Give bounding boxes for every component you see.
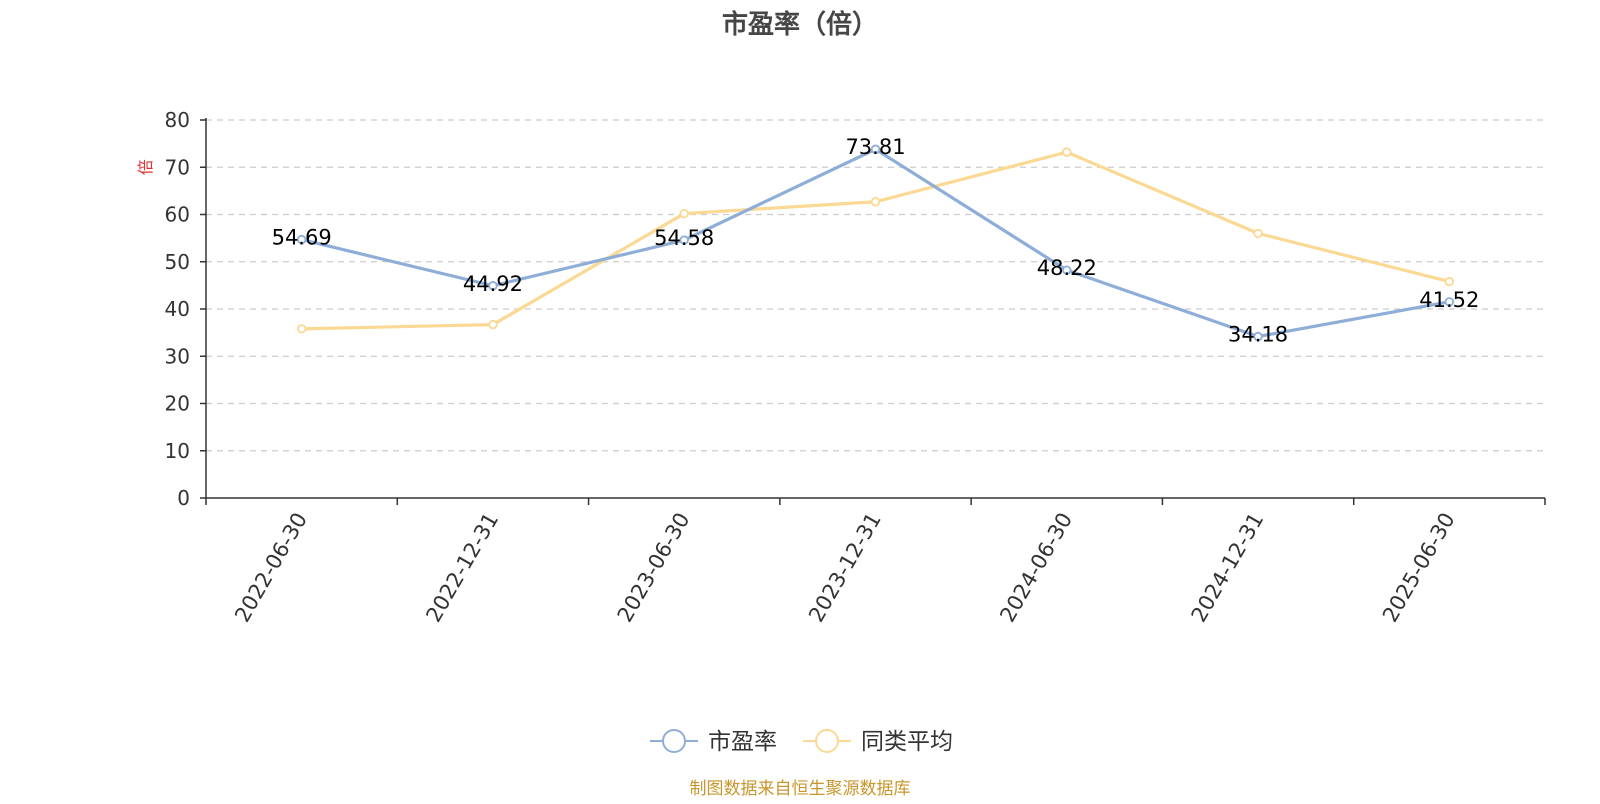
axes: 0 10 20 30 40 50 60 70 80 2022-06-30 2022-12-31 202… bbox=[165, 108, 1546, 627]
data-point bbox=[1253, 228, 1263, 239]
legend-item[interactable]: 同类平均 bbox=[803, 729, 953, 755]
legend-label: 市盈率 bbox=[708, 729, 777, 755]
x-tick-label: 2024-12-31 bbox=[1187, 509, 1269, 627]
y-tick-label: 10 bbox=[165, 439, 190, 463]
data-point bbox=[488, 281, 498, 291]
data-point bbox=[1253, 331, 1263, 342]
series-group bbox=[296, 144, 1455, 342]
data-point bbox=[679, 235, 689, 245]
y-tick-label: 50 bbox=[165, 250, 190, 274]
y-tick-label: 20 bbox=[165, 392, 190, 416]
data-label: 44.92 bbox=[463, 272, 523, 296]
data-point bbox=[1444, 297, 1455, 307]
data-labels: 54.69 44.92 54.58 73.81 48.22 34.18 41.52 bbox=[272, 135, 1480, 346]
data-label: 73.81 bbox=[845, 135, 905, 159]
x-tick-label: 2023-12-31 bbox=[804, 509, 886, 627]
source-note: 制图数据来自恒生聚源数据库 bbox=[690, 779, 911, 799]
y-tick-label: 80 bbox=[165, 108, 190, 132]
data-point bbox=[1062, 265, 1072, 275]
y-tick-label: 30 bbox=[165, 344, 190, 368]
data-label: 41.52 bbox=[1419, 288, 1479, 312]
x-tick-label: 2025-06-30 bbox=[1378, 509, 1460, 627]
data-point bbox=[870, 144, 881, 154]
y-tick-label: 0 bbox=[177, 486, 190, 510]
data-label: 54.69 bbox=[272, 226, 332, 250]
legend[interactable]: 市盈率 同类平均 bbox=[650, 729, 953, 755]
x-tick-label: 2022-12-31 bbox=[421, 509, 503, 627]
data-point bbox=[1062, 147, 1072, 157]
y-axis-label: 倍 bbox=[136, 159, 155, 175]
data-point bbox=[870, 197, 881, 207]
data-label: 54.58 bbox=[654, 226, 714, 250]
data-point bbox=[296, 234, 307, 245]
data-label: 34.18 bbox=[1228, 322, 1288, 346]
chart-title: 市盈率（倍） bbox=[722, 9, 878, 40]
legend-marker-icon bbox=[662, 729, 686, 753]
data-point bbox=[679, 208, 689, 219]
legend-marker-icon bbox=[815, 729, 839, 753]
y-tick-label: 40 bbox=[165, 297, 190, 321]
legend-label: 同类平均 bbox=[861, 729, 953, 755]
y-tick-label: 60 bbox=[165, 203, 190, 227]
legend-item[interactable]: 市盈率 bbox=[650, 729, 777, 755]
grid-lines bbox=[206, 119, 1545, 452]
x-tick-label: 2024-06-30 bbox=[995, 509, 1077, 627]
data-label: 48.22 bbox=[1037, 256, 1097, 280]
data-point bbox=[296, 324, 307, 334]
y-tick-label: 70 bbox=[165, 155, 190, 179]
data-point bbox=[1444, 276, 1455, 287]
x-tick-label: 2022-06-30 bbox=[230, 509, 312, 627]
x-tick-label: 2023-06-30 bbox=[613, 509, 695, 627]
data-point bbox=[488, 319, 498, 330]
series-line bbox=[300, 150, 1451, 331]
